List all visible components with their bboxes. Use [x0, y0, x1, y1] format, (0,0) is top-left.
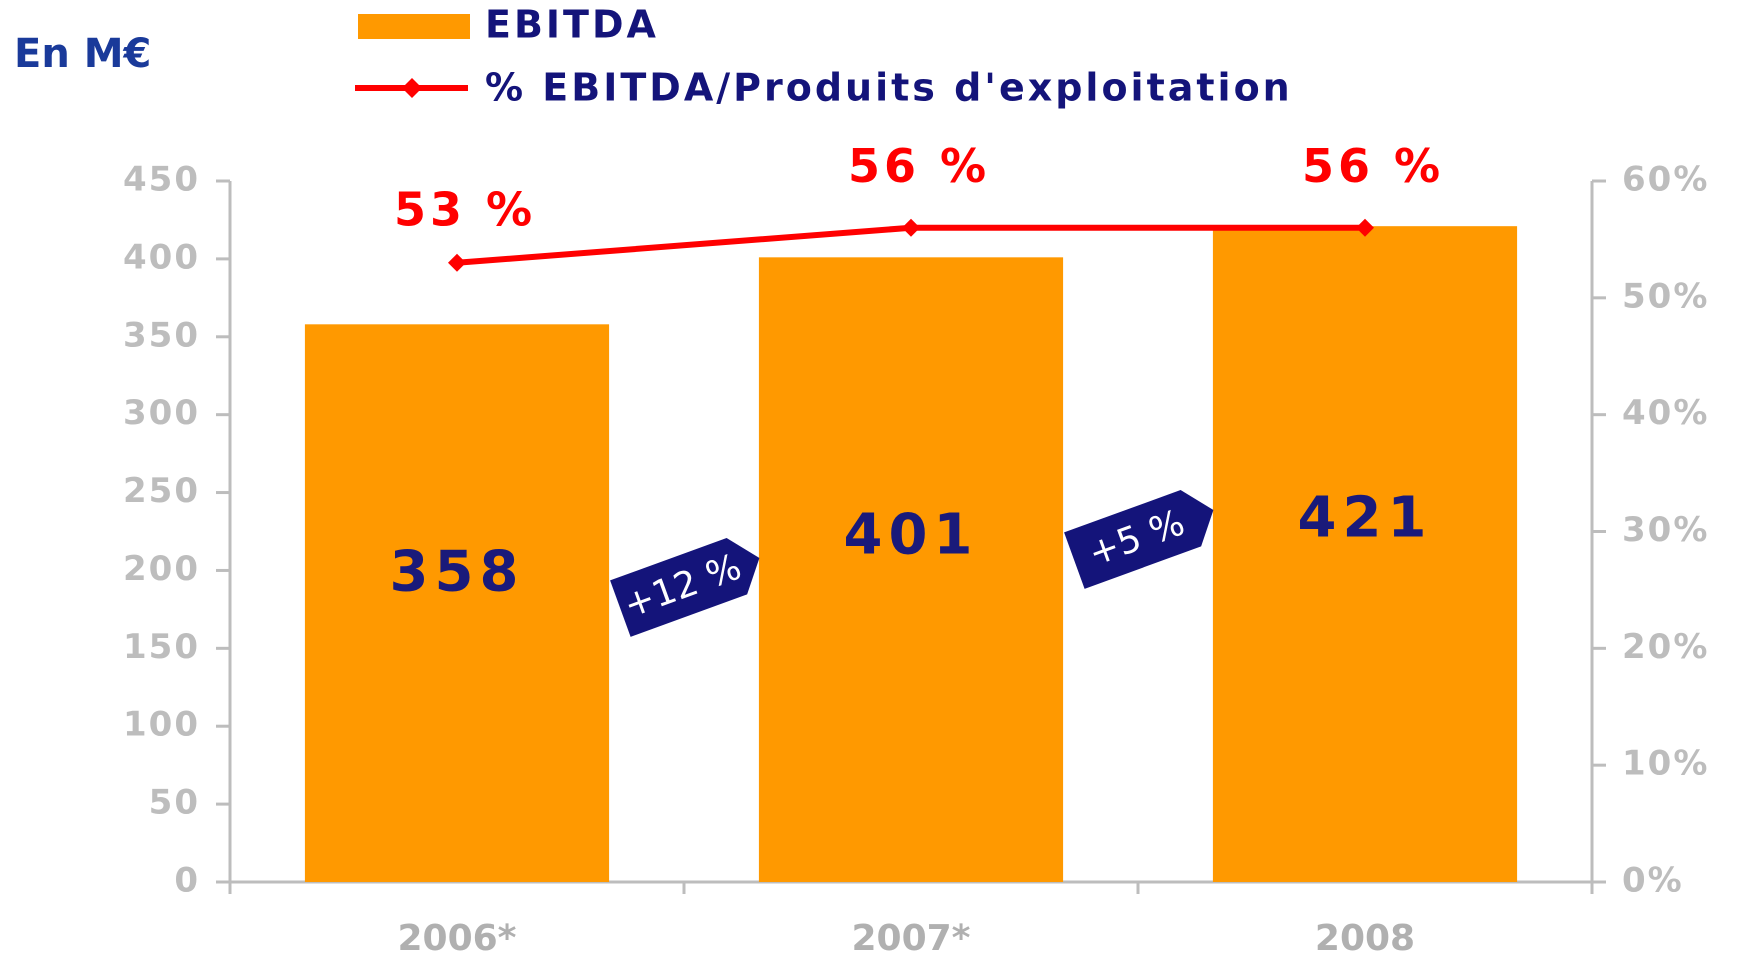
y2-tick-label: 40%	[1622, 393, 1709, 433]
line-value-label: 53 %	[394, 182, 536, 236]
line-marker	[902, 218, 920, 237]
y-tick-label: 150	[123, 627, 200, 667]
unit-label: En M€	[14, 31, 151, 77]
y-tick-label: 450	[123, 160, 200, 200]
bar	[758, 257, 1064, 882]
line-marker	[448, 253, 466, 272]
y2-tick-label: 0%	[1622, 861, 1684, 901]
growth-tag: +12 %	[610, 538, 760, 637]
bar-value-label: 421	[1298, 485, 1433, 550]
legend-label: % EBITDA/Produits d'exploitation	[485, 66, 1293, 110]
y-tick-label: 250	[123, 471, 200, 511]
bar	[304, 324, 610, 882]
growth-tag: +5 %	[1064, 490, 1214, 589]
y2-tick-label: 10%	[1622, 744, 1709, 784]
line-value-label: 56 %	[848, 139, 990, 193]
tag-shape	[1064, 490, 1214, 589]
y-tick-label: 50	[149, 783, 200, 823]
x-tick-label: 2006*	[397, 918, 516, 956]
legend-label: EBITDA	[485, 3, 659, 47]
y-tick-label: 0	[174, 861, 200, 901]
y2-tick-label: 30%	[1622, 510, 1709, 550]
y-tick-label: 300	[123, 393, 200, 433]
x-tick-label: 2008	[1315, 918, 1415, 956]
y-tick-label: 200	[123, 549, 200, 589]
x-tick-label: 2007*	[851, 918, 970, 956]
y2-tick-label: 50%	[1622, 276, 1709, 316]
tag-shape	[610, 538, 760, 637]
line-marker	[1356, 218, 1374, 237]
y2-tick-label: 60%	[1622, 160, 1709, 200]
y-tick-label: 400	[123, 237, 200, 277]
y2-tick-label: 20%	[1622, 627, 1709, 667]
legend-swatch	[358, 14, 470, 39]
bar-value-label: 358	[390, 539, 525, 604]
y-tick-label: 350	[123, 315, 200, 355]
y-tick-label: 100	[123, 705, 200, 745]
legend-marker	[402, 78, 422, 98]
line-value-label: 56 %	[1302, 139, 1444, 193]
bar	[1212, 226, 1518, 883]
bar-value-label: 401	[844, 503, 979, 568]
